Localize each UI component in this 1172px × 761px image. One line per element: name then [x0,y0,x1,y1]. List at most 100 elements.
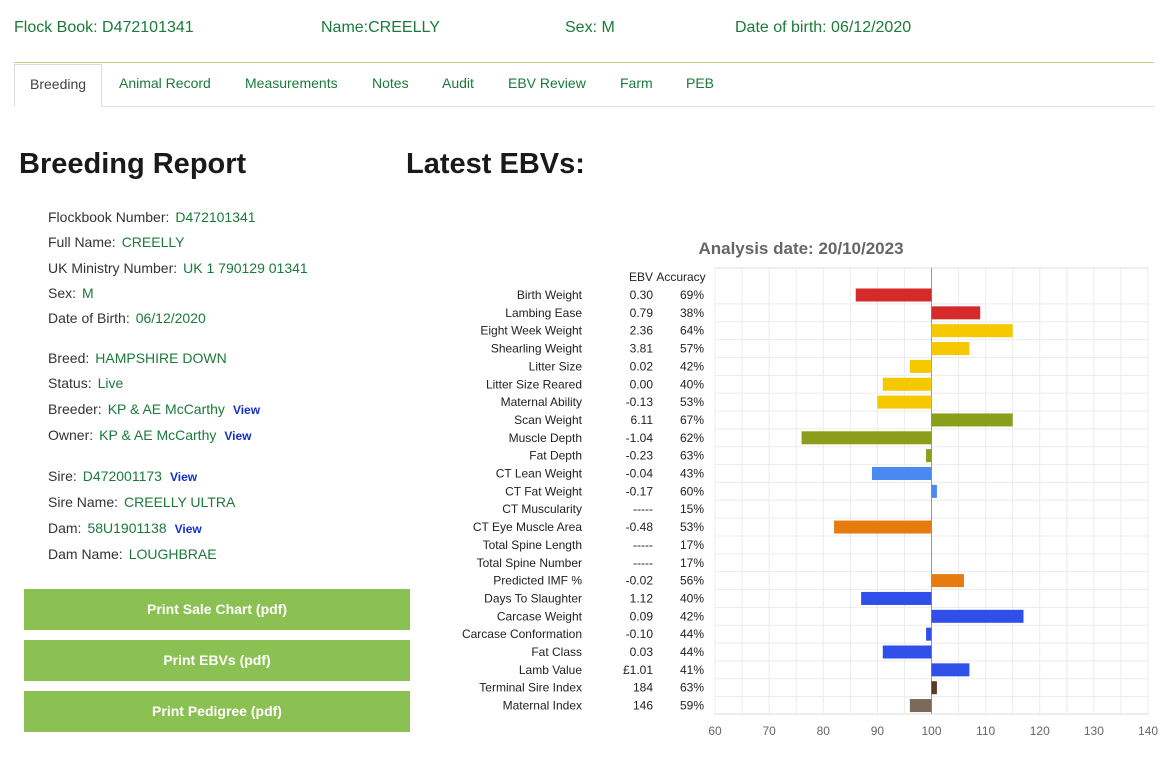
ministry-number-row: UK Ministry Number: UK 1 790129 01341 [48,260,308,276]
ebv-value: 6.11 [631,413,654,427]
ebv-value: 0.79 [630,306,654,320]
x-tick-label: 60 [708,724,722,738]
accuracy-value: 63% [680,449,704,463]
ministry-number-value: UK 1 790129 01341 [183,260,308,276]
ebv-value: -0.23 [626,449,654,463]
ebv-bar [926,449,932,463]
ebv-bar [882,645,932,659]
sire-name-value: CREELLY ULTRA [124,494,236,510]
sire-label: Sire: [48,468,77,484]
tab-ebv-review[interactable]: EBV Review [508,75,586,91]
trait-label: Terminal Sire Index [479,681,582,695]
tab-measurements[interactable]: Measurements [245,75,338,91]
trait-label: Scan Weight [514,413,582,427]
ebv-bar [855,288,932,302]
flockbook-number-value: D472101341 [175,209,256,225]
breed-label: Breed: [48,350,90,366]
accuracy-value: 44% [680,627,704,641]
ebv-value: -0.10 [626,627,654,641]
full-name-value: CREELLY [121,234,185,250]
owner-view-link[interactable]: View [224,429,252,443]
trait-label: Litter Size Reared [486,377,582,391]
accuracy-value: 38% [680,306,704,320]
sex-row: Sex: M [48,285,94,301]
full-name-row: Full Name: CREELLY [48,234,184,250]
tab-peb[interactable]: PEB [686,75,715,91]
sire-row: Sire: D472001173 View [48,468,197,484]
x-tick-label: 130 [1084,724,1104,738]
flock-book-number: Flock Book: D472101341 [14,19,194,36]
trait-label: Maternal Index [503,699,582,713]
accuracy-value: 60% [680,484,704,498]
ebv-value: 1.12 [630,591,654,605]
animal-sex: Sex: M [565,19,615,36]
accuracy-value: 57% [680,342,704,356]
ebv-bar [834,520,932,534]
print-pedigree-button[interactable]: Print Pedigree (pdf) [24,691,410,732]
trait-label: Total Spine Length [483,538,582,552]
sire-value: D472001173 [82,468,162,484]
dam-name-row: Dam Name: LOUGHBRAE [48,546,217,562]
tab-notes[interactable]: Notes [372,75,409,91]
ebv-value: 0.02 [630,359,654,373]
trait-label: Carcase Conformation [462,627,582,641]
print-ebvs-button[interactable]: Print EBVs (pdf) [24,640,410,681]
accuracy-value: 17% [680,556,704,570]
animal-name: Name:CREELLY [321,19,440,36]
accuracy-value: 42% [680,359,704,373]
status-label: Status: [48,375,92,391]
ebv-value: 3.81 [630,342,654,356]
x-tick-label: 90 [871,724,885,738]
ebv-bar [931,413,1013,427]
sex-label: Sex: [48,285,77,301]
breeder-label: Breeder: [48,401,102,417]
breeder-value: KP & AE McCarthy [107,401,225,417]
animal-summary-bar: Flock Book: D472101341 Name:CREELLY Sex:… [0,0,1172,56]
tab-animal-record[interactable]: Animal Record [119,75,211,91]
ebv-value: -0.13 [626,395,654,409]
ebv-bar [909,699,932,713]
accuracy-value: 59% [680,699,704,713]
ebv-bar [861,591,932,605]
tab-farm[interactable]: Farm [620,75,653,91]
ebv-bar [909,359,932,373]
trait-label: Muscle Depth [509,431,582,445]
sire-view-link[interactable]: View [169,470,198,484]
x-tick-label: 140 [1138,724,1158,738]
breeder-view-link[interactable]: View [232,403,261,417]
ebv-bar [931,663,970,677]
ebv-value: ----- [633,556,653,570]
chart-title: Analysis date: 20/10/2023 [698,239,903,258]
ebv-value: -0.02 [626,574,654,588]
ebv-value: 146 [633,699,653,713]
tab-breeding[interactable]: Breeding [14,64,103,107]
ebv-bar [931,574,964,588]
ebv-bar [801,431,932,445]
accuracy-value: 64% [680,324,704,338]
breeding-report-title: Breeding Report [19,148,247,180]
date-of-birth: Date of birth: 06/12/2020 [735,19,912,36]
trait-label: Carcase Weight [497,609,583,623]
dob-value: 06/12/2020 [135,310,206,326]
sire-name-label: Sire Name: [48,494,119,510]
accuracy-value: 43% [680,467,704,481]
accuracy-value: 63% [680,681,704,695]
accuracy-value: 44% [680,645,704,659]
dam-view-link[interactable]: View [174,522,202,536]
x-tick-label: 120 [1030,724,1050,738]
owner-label: Owner: [48,427,94,443]
trait-label: Shearling Weight [491,342,583,356]
trait-label: Birth Weight [517,288,583,302]
print-sale-chart-button[interactable]: Print Sale Chart (pdf) [24,589,410,630]
ebv-value: 0.03 [630,645,654,659]
trait-label: CT Fat Weight [505,484,583,498]
ebv-value: ----- [633,538,653,552]
ebv-value: 184 [633,681,653,695]
ebv-bar [931,306,981,320]
dam-label: Dam: [48,520,82,536]
accuracy-value: 56% [680,574,704,588]
latest-ebvs-title: Latest EBVs: [406,148,585,180]
tab-audit[interactable]: Audit [442,75,474,91]
status-row: Status: Live [48,375,123,391]
trait-label: Fat Class [531,645,582,659]
